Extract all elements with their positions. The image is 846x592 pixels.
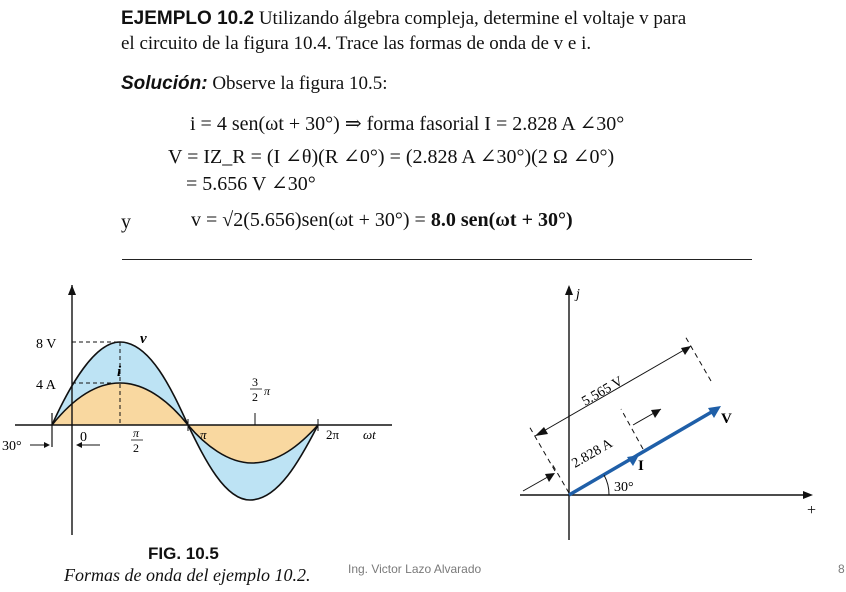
solution-text: Observe la figura 10.5: [212,73,388,94]
waveform-figure: 8 V 4 A v i 0 π 2 3 2 π π 2π ωt 30° [2,285,392,535]
real-axis-arrow-icon [803,491,813,499]
equation-4-result: 8.0 sen(ωt + 30°) [430,209,573,231]
equation-3: = 5.656 V ∠30° [186,173,316,195]
two-pi-label: 2π [326,427,340,442]
zero-label: 0 [80,430,87,445]
half-pi-denominator: 2 [133,441,139,455]
example-label: EJEMPLO 10.2 [121,8,255,29]
three-half-pi: π [264,384,271,398]
footer-author: Ing. Victor Lazo Alvarado [348,562,482,576]
solution-line: Solución: Observe la figura 10.5: [121,73,387,95]
i-amplitude-label: 4 A [36,378,57,393]
i-wave-fill [52,383,318,463]
omega-t-label: ωt [363,427,376,442]
i-magnitude-label: 2.828 A [570,436,617,472]
y-axis-arrow-icon [68,285,76,295]
equation-4-prefix: y [121,211,131,233]
i-phasor-arrow-icon [627,455,639,466]
example-line-2: el circuito de la figura 10.4. Trace las… [121,33,592,54]
v-curve-label: v [140,331,147,347]
v-phasor-label: V [721,411,732,427]
angle-label: 30° [614,480,634,495]
separator-line [122,259,752,260]
equation-1: i = 4 sen(ωt + 30°) ⇒ forma fasorial I =… [190,113,625,135]
figure-number: FIG. 10.5 [148,544,219,563]
half-pi-numerator: π [133,426,140,440]
phasor-diagram: j + V I 5.565 V 2.828 A 30° [520,285,816,540]
equation-4: v = √2(5.656)sen(ωt + 30°) = 8.0 sen(ωt … [191,209,573,232]
solution-label: Solución: [121,73,208,94]
example-line-1: EJEMPLO 10.2 Utilizando álgebra compleja… [121,8,686,30]
v-amplitude-label: 8 V [36,337,56,352]
pi-label: π [200,427,207,442]
phase-arrow-right-icon [44,442,50,448]
v-phasor [568,408,716,497]
v-magnitude-label: 5.565 V [580,374,626,409]
figure-caption: Formas de onda del ejemplo 10.2. [64,565,311,585]
three-half-denominator: 2 [252,390,258,404]
example-text-1: Utilizando álgebra compleja, determine e… [258,8,687,29]
plus-label: + [807,502,816,519]
j-axis-arrow-icon [565,285,573,295]
three-half-numerator: 3 [252,375,258,389]
angle-arc [603,474,610,496]
equation-4-text: v = √2(5.656)sen(ωt + 30°) = [191,209,431,231]
v-phasor-arrow-icon [708,406,721,418]
i-curve-label: i [117,364,122,380]
page-number: 8 [838,562,845,576]
phase-label: 30° [2,439,22,454]
phase-arrow-left-icon [76,442,82,448]
i-phasor-label: I [638,458,644,474]
equation-2: V = IZ_R = (I ∠θ)(R ∠0°) = (2.828 A ∠30°… [168,146,615,168]
j-axis-label: j [574,287,580,302]
